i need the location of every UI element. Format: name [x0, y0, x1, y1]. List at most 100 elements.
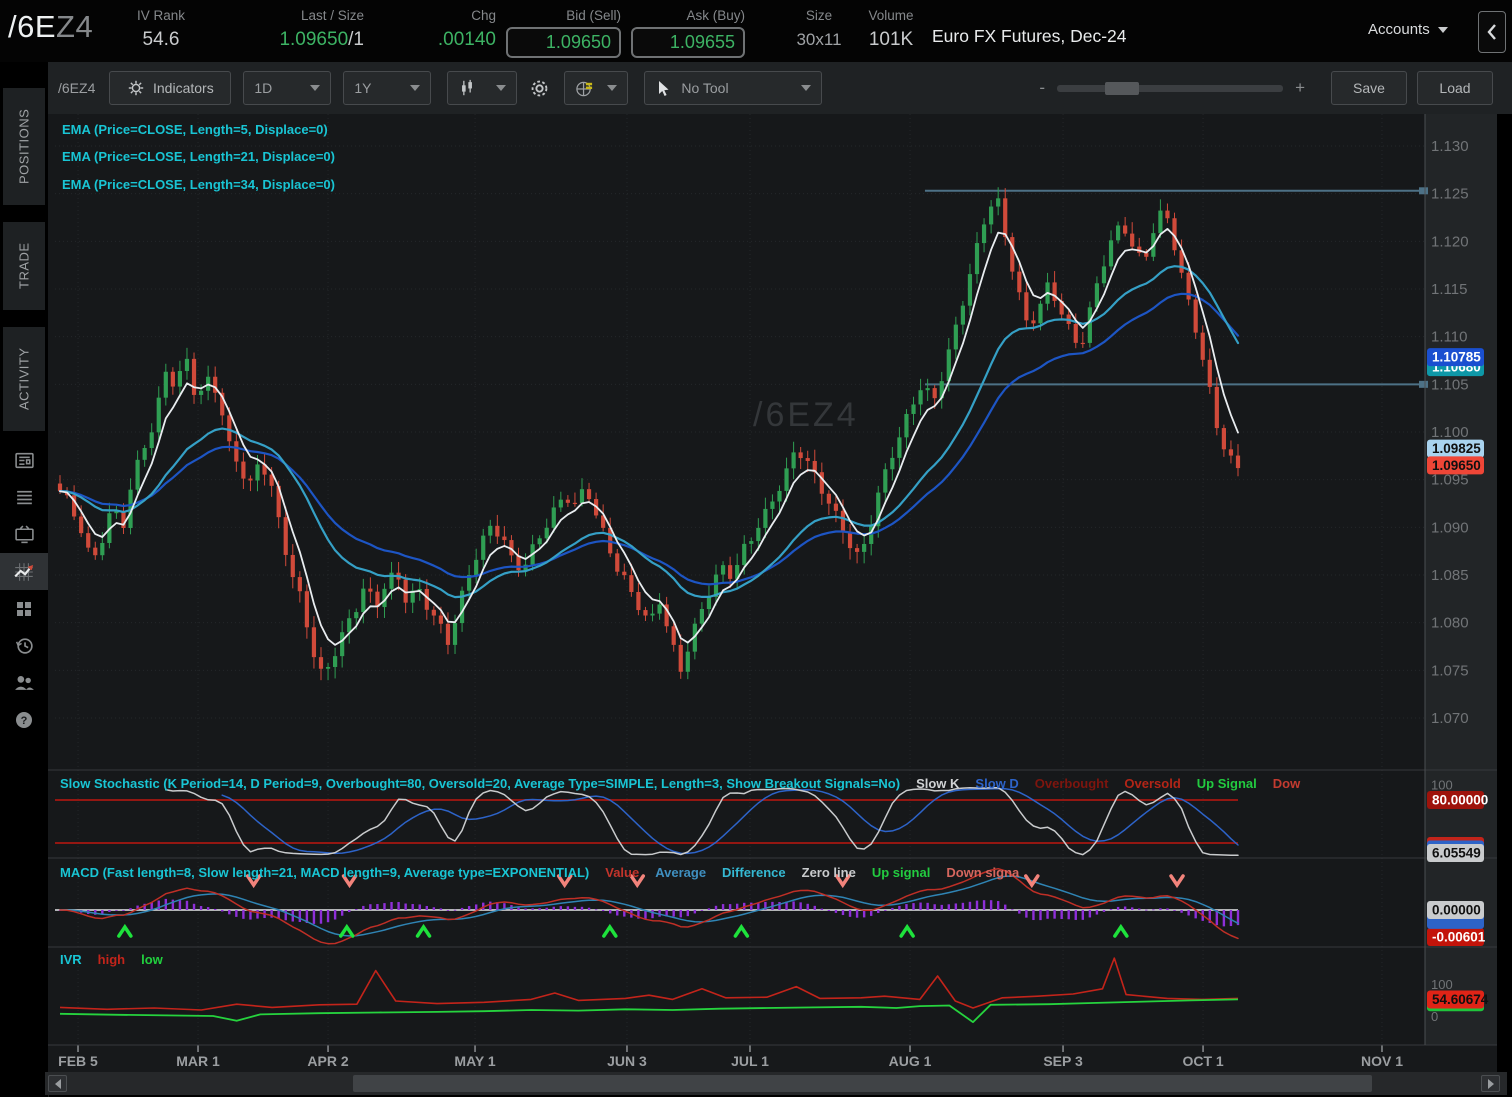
triangle-right-icon [1487, 1078, 1494, 1089]
load-button[interactable]: Load [1417, 71, 1493, 105]
size-value: 30x11 [796, 30, 842, 49]
timeframe-dropdown[interactable]: 1D [243, 71, 332, 105]
scroll-right-button[interactable] [1481, 1075, 1500, 1092]
tv-icon[interactable] [0, 516, 48, 553]
svg-text:1.070: 1.070 [1431, 710, 1469, 727]
cursor-icon [659, 80, 669, 96]
watchlist-icon[interactable] [0, 479, 48, 516]
svg-text:1.085: 1.085 [1431, 567, 1469, 584]
svg-text:1.095: 1.095 [1431, 472, 1469, 489]
svg-text:54.60674: 54.60674 [1432, 992, 1489, 1007]
chg-field: Chg .00140 [398, 8, 496, 53]
macd-header: MACD (Fast length=8, Slow length=21, MAC… [60, 865, 1420, 880]
svg-text:100: 100 [1431, 778, 1453, 793]
compare-icon [576, 81, 593, 96]
legend-item: Dow [1272, 776, 1301, 791]
symbol-root: /6E [8, 9, 57, 44]
range-dropdown[interactable]: 1Y [343, 71, 432, 105]
svg-text:-0.00601: -0.00601 [1432, 930, 1486, 945]
collapse-panel-button[interactable] [1478, 11, 1506, 53]
sidebar-tab-trade[interactable]: TRADE [3, 222, 45, 310]
macd-signal-arrows [117, 874, 1185, 938]
scrollbar-thumb[interactable] [353, 1075, 1372, 1092]
svg-text:6.05549: 6.05549 [1432, 845, 1481, 860]
indicators-button[interactable]: Indicators [109, 71, 232, 105]
chevron-down-icon [496, 85, 507, 91]
axis-badge [1427, 901, 1484, 919]
svg-text:80.00000: 80.00000 [1432, 792, 1488, 807]
svg-text:SEP 3: SEP 3 [1043, 1053, 1083, 1069]
svg-text:1.09650: 1.09650 [1432, 458, 1481, 473]
indicators-gear-icon [128, 80, 144, 96]
svg-text:JUL 1: JUL 1 [731, 1053, 769, 1069]
zoom-in-button[interactable]: + [1295, 78, 1305, 97]
svg-text:0.00000: 0.00000 [1432, 903, 1481, 918]
triangle-left-icon [54, 1078, 61, 1089]
save-button[interactable]: Save [1331, 71, 1407, 105]
legend-item: Value [605, 865, 640, 880]
left-sidebar: POSITIONS TRADE ACTIVITY [0, 62, 49, 1097]
svg-text:1.115: 1.115 [1431, 281, 1467, 298]
iv-rank-value: 54.6 [142, 29, 180, 50]
price-chart[interactable]: 1.130 1.125 1.120 1.115 1.110 1.105 1.100 1.095… [48, 114, 1512, 1072]
chevron-left-icon [1487, 24, 1496, 40]
candlestick-icon [462, 79, 473, 96]
svg-text:1.10785: 1.10785 [1432, 350, 1481, 365]
ask-button[interactable]: 1.09655 [631, 27, 745, 58]
zoom-slider[interactable] [1057, 81, 1284, 95]
svg-text:AUG 1: AUG 1 [889, 1053, 932, 1069]
chg-value: .00140 [437, 29, 496, 50]
svg-text:OCT 1: OCT 1 [1182, 1053, 1223, 1069]
svg-text:MAR 1: MAR 1 [176, 1053, 220, 1069]
ema-label: EMA (Price=CLOSE, Length=21, Displace=0) [62, 149, 335, 165]
grid-icon[interactable] [0, 590, 48, 627]
sidebar-tab-activity[interactable]: ACTIVITY [3, 327, 45, 431]
svg-text:1.110: 1.110 [1431, 329, 1467, 346]
legend-item: Up Signal [1196, 776, 1257, 791]
drawing-tool-dropdown[interactable]: No Tool [644, 71, 823, 105]
help-icon[interactable]: ? [0, 701, 48, 738]
svg-text:1.100: 1.100 [1431, 424, 1469, 441]
last-price: 1.09650 [279, 29, 349, 50]
volume-field: Volume 101K [858, 8, 924, 53]
svg-text:1.120: 1.120 [1431, 233, 1469, 250]
bid-field: Bid (Sell) 1.09650 [506, 8, 621, 58]
sidebar-tab-positions[interactable]: POSITIONS [3, 88, 45, 205]
legend-item: Slow Stochastic (K Period=14, D Period=9… [60, 776, 901, 791]
chevron-down-icon [1437, 27, 1448, 34]
accounts-menu[interactable]: Accounts [1368, 21, 1448, 38]
chart-type-dropdown[interactable] [447, 71, 518, 105]
last-size: /1 [348, 29, 364, 50]
svg-text:1.125: 1.125 [1431, 186, 1469, 203]
compare-dropdown[interactable] [564, 71, 629, 105]
stochastic-header: Slow Stochastic (K Period=14, D Period=9… [60, 776, 1420, 791]
indicators-label: Indicators [153, 80, 214, 96]
scroll-left-button[interactable] [48, 1075, 67, 1092]
chevron-down-icon [607, 85, 618, 91]
news-icon[interactable] [0, 442, 48, 479]
community-icon[interactable] [0, 664, 48, 701]
history-icon[interactable] [0, 627, 48, 664]
legend-item: Difference [722, 865, 786, 880]
axis-badge [1427, 790, 1484, 809]
axis-badge [1427, 928, 1484, 947]
tool-value: No Tool [681, 80, 729, 96]
chart-horizontal-scrollbar[interactable] [45, 1072, 1507, 1095]
legend-item: IVR [60, 952, 82, 967]
ivr-series [59, 957, 1239, 1023]
axis-badge [1427, 348, 1484, 367]
axis-badge [1427, 439, 1484, 458]
svg-text:MAY 1: MAY 1 [454, 1053, 495, 1069]
chart-icon[interactable] [0, 553, 48, 590]
bid-button[interactable]: 1.09650 [506, 27, 621, 58]
volume-label: Volume [868, 8, 914, 23]
zoom-out-button[interactable]: - [1039, 78, 1046, 97]
chevron-down-icon [801, 85, 812, 91]
chart-settings-button[interactable] [525, 71, 554, 105]
ivr-header: IVR high low [60, 952, 1420, 967]
size-label: Size [805, 8, 833, 23]
svg-text:JUN 3: JUN 3 [607, 1053, 647, 1069]
zoom-slider-thumb[interactable] [1105, 81, 1140, 95]
svg-text:1.105: 1.105 [1431, 376, 1469, 393]
ask-field: Ask (Buy) 1.09655 [631, 8, 745, 58]
